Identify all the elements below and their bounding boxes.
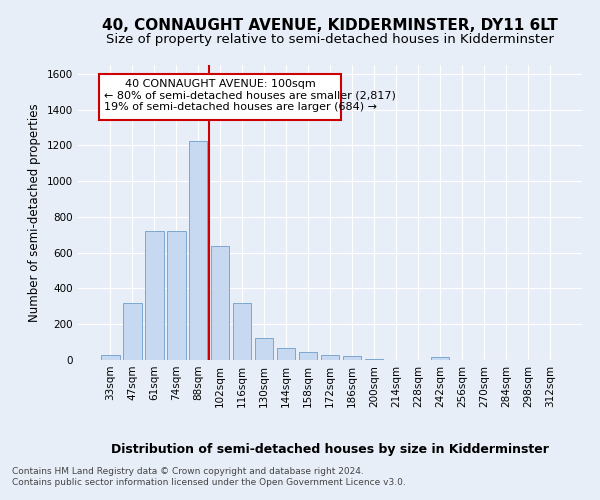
Bar [255, 338, 274, 360]
Text: 40, CONNAUGHT AVENUE, KIDDERMINSTER, DY11 6LT: 40, CONNAUGHT AVENUE, KIDDERMINSTER, DY1… [102, 18, 558, 32]
Text: Distribution of semi-detached houses by size in Kidderminster: Distribution of semi-detached houses by … [111, 442, 549, 456]
Bar [277, 348, 295, 360]
Text: ← 80% of semi-detached houses are smaller (2,817): ← 80% of semi-detached houses are smalle… [104, 91, 395, 101]
Text: Size of property relative to semi-detached houses in Kidderminster: Size of property relative to semi-detach… [106, 32, 554, 46]
Bar [123, 303, 142, 360]
Bar [431, 358, 449, 360]
FancyBboxPatch shape [99, 74, 341, 120]
Bar [365, 359, 383, 360]
Bar [320, 354, 340, 360]
Text: 40 CONNAUGHT AVENUE: 100sqm: 40 CONNAUGHT AVENUE: 100sqm [125, 80, 316, 90]
Y-axis label: Number of semi-detached properties: Number of semi-detached properties [28, 103, 41, 322]
Bar [211, 246, 229, 360]
Text: 19% of semi-detached houses are larger (684) →: 19% of semi-detached houses are larger (… [104, 102, 377, 112]
Bar [189, 141, 208, 360]
Bar [343, 356, 361, 360]
Bar [145, 232, 164, 360]
Bar [101, 354, 119, 360]
Bar [233, 303, 251, 360]
Bar [299, 352, 317, 360]
Text: Contains HM Land Registry data © Crown copyright and database right 2024.
Contai: Contains HM Land Registry data © Crown c… [12, 468, 406, 487]
Bar [167, 232, 185, 360]
